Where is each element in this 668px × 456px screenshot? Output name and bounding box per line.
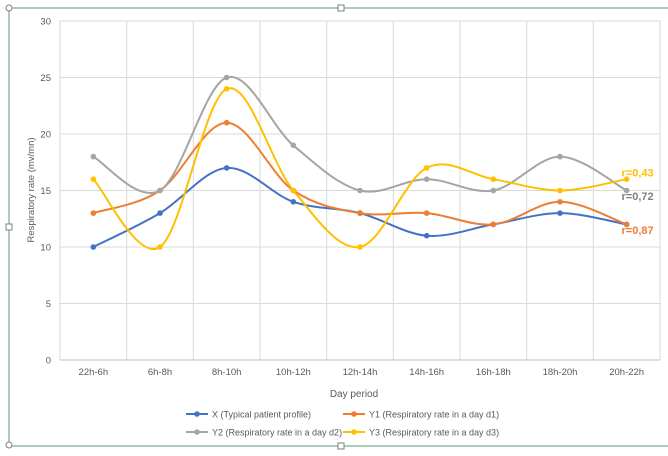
data-point-series-1 [223, 165, 230, 171]
data-point-series-1 [290, 199, 297, 205]
x-axis-label: Day period [330, 389, 378, 400]
chart-border [8, 7, 668, 447]
legend-marker [194, 411, 200, 417]
data-point-series-2 [557, 199, 563, 205]
series-line-3 [92, 75, 628, 194]
correlation-annotation: r=0,43 [622, 167, 654, 179]
correlation-annotation: r=0,87 [622, 225, 654, 237]
legend-marker [194, 429, 200, 435]
series-line-2 [93, 121, 628, 226]
data-point-series-1 [423, 232, 430, 239]
resize-handle-left[interactable] [5, 223, 13, 231]
data-point-series-2 [490, 221, 497, 228]
data-point-series-4 [357, 244, 363, 250]
data-point-series-2 [623, 221, 630, 228]
x-axis-ticks: 22h-6h 6h-8h 8h-10h 10h-12h 12h-14h 14h-16h 16… [79, 367, 645, 378]
data-point-series-1 [157, 210, 163, 216]
annotations: r=0,43 r=0,72 r=0,87 [622, 167, 654, 237]
data-point-series-4 [490, 176, 497, 182]
legend-marker [351, 411, 357, 417]
data-point-series-2 [223, 119, 230, 126]
data-point-series-4 [290, 187, 297, 194]
resize-handle-bottom-left[interactable] [5, 441, 13, 449]
x-tick-label: 14h-16h [409, 367, 444, 378]
data-point-series-3 [290, 142, 297, 149]
data-point-series-4 [223, 86, 230, 92]
y-tick-label: 25 [40, 73, 51, 84]
data-point-series-3 [557, 153, 563, 160]
legend-label: X (Typical patient profile) [212, 410, 311, 420]
data-point-series-4 [623, 176, 630, 182]
data-point-series-3 [223, 74, 230, 81]
y-tick-label: 20 [40, 130, 51, 141]
resize-handle-top-left[interactable] [5, 4, 13, 12]
data-point-series-1 [557, 210, 563, 216]
data-point-series-3 [357, 187, 363, 194]
resize-handle-top[interactable] [337, 4, 345, 12]
x-tick-label: 12h-14h [343, 367, 378, 378]
y-axis-label: Respiratory rate (mv/mn) [26, 137, 37, 242]
series-points [90, 74, 630, 250]
series-lines [92, 75, 628, 251]
x-tick-label: 22h-6h [79, 367, 109, 378]
legend-marker [351, 429, 357, 435]
data-point-series-3 [157, 187, 163, 194]
data-point-series-4 [557, 187, 563, 194]
chart-frame [5, 4, 668, 450]
data-point-series-2 [423, 210, 430, 216]
data-point-series-3 [623, 187, 630, 194]
x-tick-label: 18h-20h [543, 367, 578, 378]
data-point-series-2 [90, 210, 97, 216]
legend-label: Y2 (Respiratory rate in a day d2) [212, 428, 342, 438]
data-point-series-3 [423, 176, 430, 182]
legend: X (Typical patient profile) Y1 (Respirato… [186, 410, 499, 438]
y-axis-ticks: 0 5 10 15 20 25 30 [40, 17, 51, 367]
data-point-series-4 [90, 176, 97, 182]
x-tick-label: 10h-12h [276, 367, 311, 378]
resize-handle-bottom[interactable] [337, 442, 345, 450]
data-point-series-3 [490, 187, 497, 194]
y-tick-label: 5 [46, 299, 51, 310]
series-line-1 [92, 166, 627, 248]
x-tick-label: 16h-18h [476, 367, 511, 378]
legend-label: Y1 (Respiratory rate in a day d1) [369, 410, 499, 420]
y-tick-label: 10 [40, 243, 51, 254]
legend-label: Y3 (Respiratory rate in a day d3) [369, 428, 499, 438]
data-point-series-1 [90, 244, 97, 250]
gridlines [59, 20, 661, 361]
x-tick-label: 6h-8h [148, 367, 172, 378]
series-line-4 [92, 87, 627, 251]
data-point-series-4 [423, 165, 430, 171]
y-tick-label: 15 [40, 186, 51, 197]
x-tick-label: 8h-10h [212, 367, 242, 378]
x-tick-label: 20h-22h [609, 367, 644, 378]
data-point-series-4 [157, 244, 163, 250]
correlation-annotation: r=0,72 [622, 191, 654, 203]
y-tick-label: 0 [46, 356, 51, 367]
data-point-series-3 [90, 153, 97, 160]
data-point-series-2 [357, 210, 363, 216]
y-tick-label: 30 [40, 17, 51, 28]
